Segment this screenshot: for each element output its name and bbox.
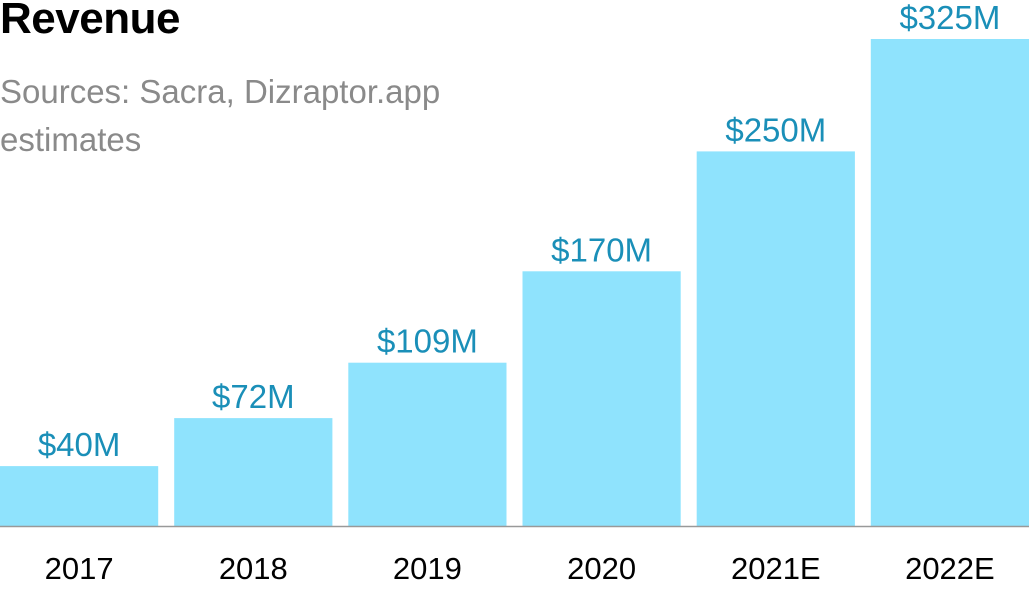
x-tick-label-2018: 2018 — [219, 551, 288, 586]
data-label-2022E: $325M — [899, 0, 1000, 36]
chart-subtitle: Sources: Sacra, Dizraptor.app estimates — [0, 73, 441, 158]
x-tick-label-2022E: 2022E — [905, 551, 995, 586]
x-tick-label-2020: 2020 — [567, 551, 636, 586]
data-label-2019: $109M — [377, 323, 478, 360]
bar-2022E — [870, 39, 1029, 526]
tick-labels-group: 2017 2018 2019 2020 2021E 2022E — [45, 551, 995, 586]
data-label-2020: $170M — [551, 231, 652, 268]
bar-2021E — [696, 151, 855, 526]
bar-2017 — [0, 466, 159, 526]
bar-2019 — [348, 362, 507, 526]
value-labels-group: $40M $72M $109M $170M $250M $325M — [38, 0, 1001, 463]
x-tick-label-2019: 2019 — [393, 551, 462, 586]
bars-group — [0, 39, 1029, 526]
x-tick-label-2017: 2017 — [45, 551, 114, 586]
x-tick-label-2021E: 2021E — [731, 551, 821, 586]
data-label-2017: $40M — [38, 426, 121, 463]
chart-title: Revenue — [0, 0, 180, 43]
data-label-2018: $72M — [212, 378, 295, 415]
data-label-2021E: $250M — [725, 111, 826, 148]
bar-2020 — [522, 271, 681, 526]
bar-2018 — [174, 418, 333, 526]
